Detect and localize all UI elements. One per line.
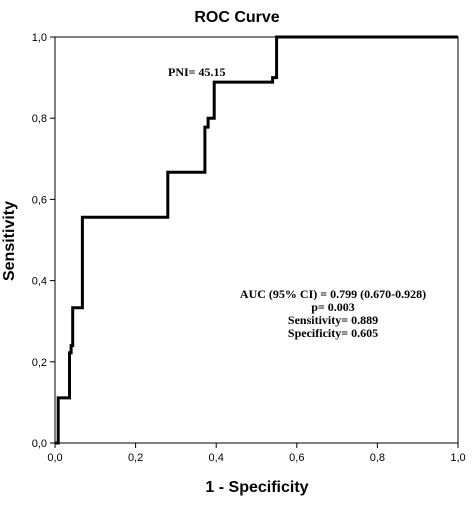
x-tick-label: 1,0 — [450, 452, 465, 464]
auc-annotation: AUC (95% CI) = 0.799 (0.670-0.928) — [240, 287, 426, 301]
x-axis-title: 1 - Specificity — [205, 479, 308, 496]
x-tick-label: 0,0 — [47, 452, 62, 464]
x-tick-label: 0,6 — [289, 452, 304, 464]
x-axis-ticks: 0,0 0,2 0,4 0,6 0,8 1,0 — [47, 443, 466, 464]
y-axis-title: Sensitivity — [1, 201, 18, 281]
y-axis-ticks: 0,0 0,2 0,4 0,6 0,8 1,0 — [32, 32, 55, 450]
y-tick-label: 1,0 — [32, 32, 47, 44]
y-tick-label: 0,0 — [32, 438, 47, 450]
y-tick-label: 0,4 — [32, 276, 47, 288]
x-tick-label: 0,2 — [128, 452, 143, 464]
y-tick-label: 0,8 — [32, 113, 47, 125]
specificity-annotation: Specificity= 0.605 — [288, 326, 378, 340]
plot-area-frame — [54, 36, 459, 444]
p-value-annotation: p= 0.003 — [311, 300, 355, 314]
y-tick-label: 0,2 — [32, 357, 47, 369]
cutoff-annotation: PNI= 45.15 — [168, 65, 226, 79]
sensitivity-annotation: Sensitivity= 0.889 — [288, 313, 378, 327]
roc-curve-line — [55, 35, 458, 445]
y-tick-label: 0,6 — [32, 194, 47, 206]
x-tick-label: 0,8 — [370, 452, 385, 464]
x-tick-label: 0,4 — [209, 452, 224, 464]
chart-title: ROC Curve — [194, 9, 279, 26]
